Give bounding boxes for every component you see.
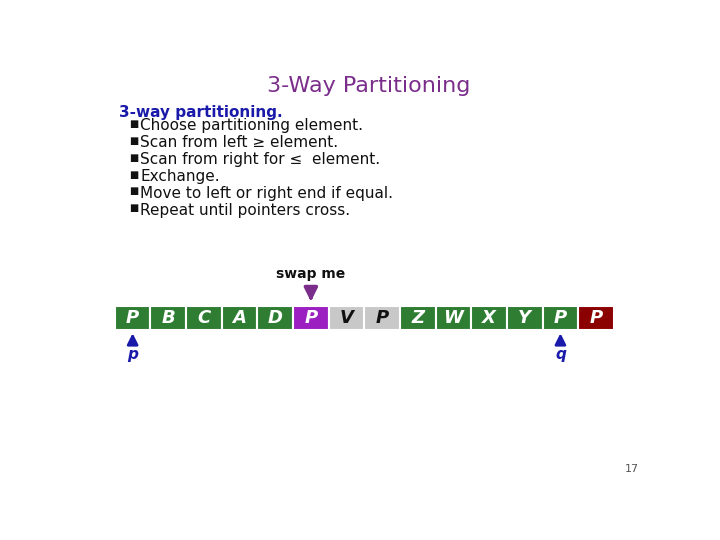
- Bar: [543, 306, 578, 330]
- Text: P: P: [126, 309, 139, 327]
- Bar: [114, 306, 150, 330]
- Text: 17: 17: [624, 464, 639, 475]
- Text: Choose partitioning element.: Choose partitioning element.: [140, 118, 364, 133]
- Text: A: A: [233, 309, 246, 327]
- Text: C: C: [197, 309, 210, 327]
- Bar: [578, 306, 614, 330]
- Bar: [329, 306, 364, 330]
- Text: X: X: [482, 309, 496, 327]
- Text: Repeat until pointers cross.: Repeat until pointers cross.: [140, 202, 351, 218]
- Text: ■: ■: [129, 119, 138, 129]
- Text: ■: ■: [129, 204, 138, 213]
- Text: p: p: [127, 347, 138, 362]
- Text: ■: ■: [129, 170, 138, 179]
- Text: ■: ■: [129, 186, 138, 197]
- Text: P: P: [376, 309, 389, 327]
- Text: W: W: [444, 309, 464, 327]
- Text: Y: Y: [518, 309, 531, 327]
- Text: 3-way partitioning.: 3-way partitioning.: [120, 105, 283, 120]
- Text: q: q: [555, 347, 566, 362]
- Bar: [222, 306, 258, 330]
- Text: Exchange.: Exchange.: [140, 168, 220, 184]
- Text: P: P: [305, 309, 318, 327]
- Bar: [436, 306, 472, 330]
- Text: ■: ■: [129, 136, 138, 146]
- Text: Scan from left ≥ element.: Scan from left ≥ element.: [140, 135, 338, 150]
- Text: swap me: swap me: [276, 267, 346, 281]
- Bar: [507, 306, 543, 330]
- Bar: [258, 306, 293, 330]
- Text: ■: ■: [129, 153, 138, 163]
- Text: P: P: [590, 309, 603, 327]
- Bar: [400, 306, 436, 330]
- Text: V: V: [340, 309, 354, 327]
- Text: D: D: [268, 309, 283, 327]
- Bar: [364, 306, 400, 330]
- Text: Move to left or right end if equal.: Move to left or right end if equal.: [140, 186, 393, 201]
- Text: 3-Way Partitioning: 3-Way Partitioning: [267, 76, 471, 96]
- Bar: [472, 306, 507, 330]
- Bar: [186, 306, 222, 330]
- Text: Scan from right for ≤  element.: Scan from right for ≤ element.: [140, 152, 380, 167]
- Text: P: P: [554, 309, 567, 327]
- Bar: [293, 306, 329, 330]
- Text: Z: Z: [411, 309, 424, 327]
- Text: B: B: [161, 309, 175, 327]
- Bar: [150, 306, 186, 330]
